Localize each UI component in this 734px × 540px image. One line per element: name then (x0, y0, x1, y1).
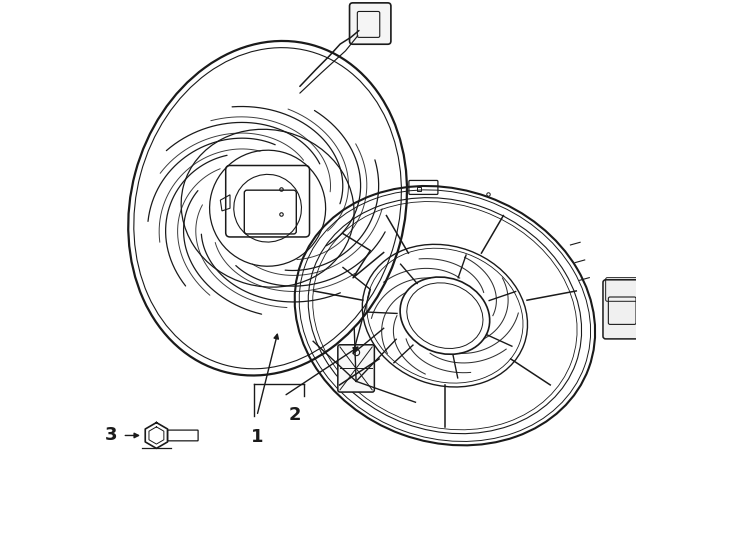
Text: 1: 1 (250, 428, 263, 446)
FancyBboxPatch shape (349, 3, 391, 44)
FancyBboxPatch shape (338, 345, 374, 392)
Text: 2: 2 (288, 406, 301, 424)
FancyBboxPatch shape (603, 280, 646, 339)
Text: 3: 3 (104, 427, 117, 444)
